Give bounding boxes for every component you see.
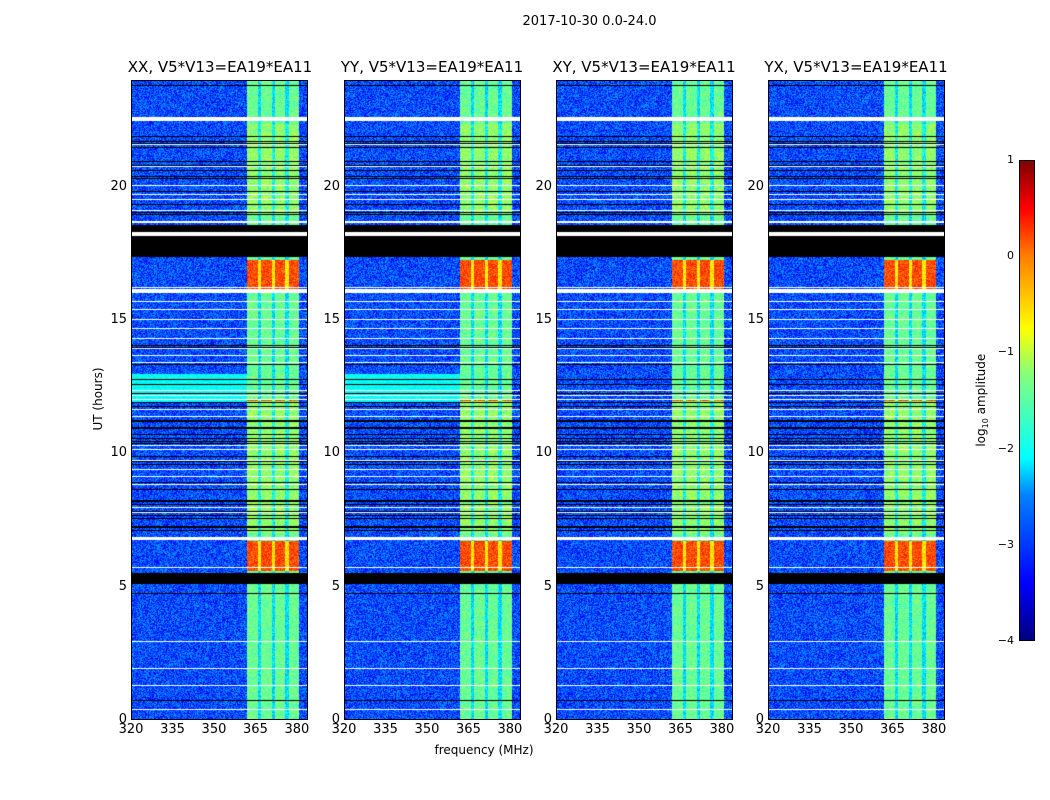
heatmap-xx: [132, 81, 307, 719]
y-tick-label: 10: [323, 445, 340, 461]
x-tick-label: 335: [585, 722, 610, 737]
colorbar-tick-label: −4: [997, 634, 1014, 647]
panel-title-yy: YY, V5*V13=EA19*EA11: [340, 58, 524, 76]
y-tick-label: 20: [747, 178, 764, 194]
x-tick-label: 365: [456, 722, 481, 737]
x-tick-label: 380: [921, 722, 947, 737]
x-tick-label: 380: [497, 722, 523, 737]
panel-title-xx: XX, V5*V13=EA19*EA11: [127, 58, 313, 76]
y-tick-label: 5: [543, 578, 552, 594]
y-tick-label: 20: [110, 178, 127, 194]
spectrogram-panel-yx: [768, 80, 945, 720]
y-tick-label: 5: [755, 578, 764, 594]
y-tick-label: 15: [747, 312, 764, 327]
x-tick-label: 350: [838, 722, 864, 737]
colorbar-tick-label: 1: [1007, 153, 1014, 166]
colorbar-label-rest: amplitude: [973, 353, 988, 419]
x-tick-label: 350: [626, 722, 652, 737]
y-axis-label: UT (hours): [91, 367, 105, 431]
colorbar-tick-label: −2: [997, 441, 1014, 455]
x-tick-label: 335: [160, 722, 185, 737]
heatmap-yy: [345, 81, 520, 719]
x-tick-label: 350: [414, 722, 440, 737]
x-tick-label: 365: [243, 722, 268, 737]
x-tick-label: 335: [373, 722, 398, 737]
x-tick-label: 350: [201, 722, 227, 737]
y-tick-label: 20: [535, 178, 552, 194]
y-tick-label: 15: [323, 312, 340, 327]
colorbar-tick-label: 0: [1007, 249, 1014, 263]
y-tick-label: 0: [118, 712, 127, 727]
x-tick-label: 380: [709, 722, 735, 737]
panel-title-yx: YX, V5*V13=EA19*EA11: [764, 58, 948, 76]
x-tick-label: 320: [118, 722, 144, 737]
x-tick-label: 320: [331, 722, 357, 737]
figure-title: 2017-10-30 0.0-24.0: [522, 14, 657, 29]
y-tick-label: 10: [535, 445, 552, 461]
x-tick-label: 365: [880, 722, 905, 737]
x-tick-label: 380: [284, 722, 310, 737]
heatmap-yx: [769, 81, 944, 719]
x-tick-label: 320: [543, 722, 569, 737]
y-tick-label: 0: [331, 712, 340, 727]
x-tick-label: 335: [797, 722, 822, 737]
y-tick-label: 20: [323, 178, 340, 194]
x-tick-label: 320: [755, 722, 781, 737]
y-tick-label: 0: [755, 712, 764, 727]
y-tick-label: 5: [118, 578, 127, 594]
colorbar-label-sub: 10: [981, 418, 991, 429]
y-tick-label: 0: [543, 712, 552, 727]
spectrogram-panel-yy: [344, 80, 521, 720]
y-tick-label: 10: [110, 445, 127, 461]
colorbar-tick-label: −3: [997, 537, 1014, 551]
spectrogram-panel-xy: [556, 80, 733, 720]
y-tick-label: 15: [535, 312, 552, 327]
spectrogram-panel-xx: [131, 80, 308, 720]
x-tick-label: 365: [668, 722, 693, 737]
y-tick-label: 10: [747, 445, 764, 461]
y-tick-label: 5: [331, 578, 340, 594]
heatmap-xy: [557, 81, 732, 719]
colorbar-tick-label: −1: [997, 345, 1014, 359]
x-axis-label: frequency (MHz): [434, 743, 534, 757]
panel-title-xy: XY, V5*V13=EA19*EA11: [552, 58, 736, 76]
y-tick-label: 15: [110, 312, 127, 327]
colorbar: [1019, 160, 1035, 641]
